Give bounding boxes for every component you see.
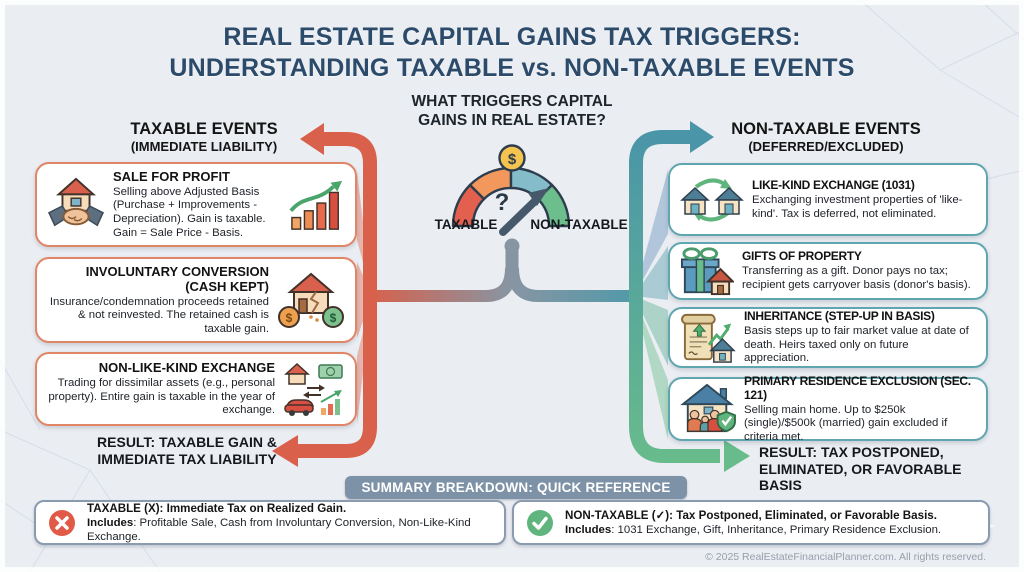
gauge-question-mark: ? <box>495 189 510 216</box>
card-title: INHERITANCE (STEP-UP IN BASIS) <box>744 309 935 324</box>
branch-left <box>366 267 517 302</box>
title-line-2: UNDERSTANDING TAXABLE vs. NON-TAXABLE EV… <box>169 54 855 82</box>
title-line-1: REAL ESTATE CAPITAL GAINS TAX TRIGGERS: <box>223 23 801 51</box>
check-circle-icon <box>526 509 554 537</box>
non-taxable-arrow-top <box>690 121 714 153</box>
non-taxable-result-line-2: ELIMINATED, OR FAVORABLE BASIS <box>759 460 962 494</box>
dollar-coin-icon <box>498 144 526 172</box>
non-taxable-header-title: NON-TAXABLE EVENTS <box>731 120 921 138</box>
x-circle-icon <box>48 509 76 537</box>
money-bag-dollar: $ <box>286 311 293 325</box>
gauge-needle <box>499 197 539 236</box>
center-question: WHAT TRIGGERS CAPITAL GAINS IN REAL ESTA… <box>362 93 662 130</box>
card-text: INHERITANCE (STEP-UP IN BASIS) Basis ste… <box>744 309 976 366</box>
non-taxable-result-line-1: RESULT: TAX POSTPONED, <box>759 444 944 460</box>
inheritance-scroll-icon <box>680 312 736 364</box>
card-text: INVOLUNTARY CONVERSION (CASH KEPT) Insur… <box>47 264 269 337</box>
summary-taxable-box: TAXABLE (X): Immediate Tax on Realized G… <box>34 500 506 545</box>
money-bag-dollar: $ <box>330 311 337 325</box>
includes-label: Includes <box>565 523 612 536</box>
page-title: REAL ESTATE CAPITAL GAINS TAX TRIGGERS: … <box>0 22 1024 84</box>
summary-non-taxable-box: NON-TAXABLE (✓): Tax Postponed, Eliminat… <box>512 500 990 545</box>
card-body: Insurance/condemnation proceeds retained… <box>49 295 269 335</box>
card-text: LIKE-KIND EXCHANGE (1031) Exchanging inv… <box>752 178 976 221</box>
card-text: SALE FOR PROFIT Selling above Adjusted B… <box>113 169 281 240</box>
taxable-events-header: TAXABLE EVENTS (IMMEDIATE LIABILITY) <box>88 120 320 155</box>
card-text: NON-LIKE-KIND EXCHANGE Trading for dissi… <box>47 360 275 418</box>
coin-dollar-glyph: $ <box>508 151 517 168</box>
card-text: PRIMARY RESIDENCE EXCLUSION (SEC. 121) S… <box>744 374 976 445</box>
card-body: Exchanging investment properties of 'lik… <box>752 193 963 220</box>
summary-non-taxable-includes: Includes: 1031 Exchange, Gift, Inheritan… <box>565 523 941 537</box>
taxable-spine <box>298 132 377 458</box>
non-taxable-header-subtitle: (DEFERRED/EXCLUDED) <box>748 139 904 154</box>
rising-chart-icon <box>289 178 345 232</box>
capital-gains-gauge: $ ? <box>451 144 571 236</box>
card-body: Transferring as a gift. Donor pays no ta… <box>742 265 971 291</box>
card-body: Selling above Adjusted Basis (Purchase +… <box>113 185 266 239</box>
summary-taxable-text: TAXABLE (X): Immediate Tax on Realized G… <box>87 502 492 544</box>
non-taxable-spine <box>629 130 720 463</box>
gauge-needle-head <box>528 188 549 206</box>
card-body: Selling main home. Up to $250k (single)/… <box>744 403 948 443</box>
branch-right <box>507 267 640 302</box>
non-taxable-arrow-bottom <box>724 440 750 472</box>
card-sale-for-profit: SALE FOR PROFIT Selling above Adjusted B… <box>35 162 357 247</box>
card-text: GIFTS OF PROPERTY Transferring as a gift… <box>742 249 976 292</box>
handshake-house-icon <box>47 176 105 234</box>
like-kind-houses-icon <box>680 174 744 226</box>
card-title: INVOLUNTARY CONVERSION (CASH KEPT) <box>85 263 269 294</box>
summary-taxable-includes: Includes: Profitable Sale, Cash from Inv… <box>87 516 492 544</box>
gauge-label-non-taxable: NON-TAXABLE <box>530 217 628 232</box>
summary-non-taxable-text: NON-TAXABLE (✓): Tax Postponed, Eliminat… <box>565 509 941 537</box>
non-taxable-result: RESULT: TAX POSTPONED, ELIMINATED, OR FA… <box>759 444 979 494</box>
taxable-result-line-1: RESULT: TAXABLE GAIN & <box>97 434 277 450</box>
summary-taxable-headline: TAXABLE (X): Immediate Tax on Realized G… <box>87 501 347 515</box>
includes-text: : Profitable Sale, Cash from Involuntary… <box>87 516 471 543</box>
card-gifts-of-property: GIFTS OF PROPERTY Transferring as a gift… <box>668 242 988 300</box>
card-title: NON-LIKE-KIND EXCHANGE <box>98 360 275 376</box>
card-involuntary-conversion: INVOLUNTARY CONVERSION (CASH KEPT) Insur… <box>35 257 357 343</box>
non-taxable-events-header: NON-TAXABLE EVENTS (DEFERRED/EXCLUDED) <box>710 120 942 155</box>
card-primary-residence-exclusion: PRIMARY RESIDENCE EXCLUSION (SEC. 121) S… <box>668 374 988 443</box>
card-title: PRIMARY RESIDENCE EXCLUSION (SEC. 121) <box>744 373 971 402</box>
asset-swap-icon <box>283 362 345 416</box>
summary-non-taxable-headline: NON-TAXABLE (✓): Tax Postponed, Eliminat… <box>565 508 937 522</box>
gauge-label-taxable: TAXABLE <box>434 217 498 232</box>
copyright-notice: © 2025 RealEstateFinancialPlanner.com. A… <box>705 551 986 563</box>
damaged-house-money-icon: $ $ <box>277 272 345 328</box>
card-inheritance: INHERITANCE (STEP-UP IN BASIS) Basis ste… <box>668 307 988 368</box>
center-question-line-2: GAINS IN REAL ESTATE? <box>418 111 606 129</box>
center-question-line-1: WHAT TRIGGERS CAPITAL <box>411 93 613 110</box>
taxable-result: RESULT: TAXABLE GAIN & IMMEDIATE TAX LIA… <box>92 434 282 467</box>
card-title: SALE FOR PROFIT <box>113 168 230 184</box>
taxable-header-subtitle: (IMMEDIATE LIABILITY) <box>130 139 278 154</box>
taxable-arrow-top <box>300 123 324 155</box>
summary-band: SUMMARY BREAKDOWN: QUICK REFERENCE <box>345 476 687 499</box>
card-body: Trading for dissimilar assets (e.g., per… <box>48 377 275 417</box>
includes-text: : 1031 Exchange, Gift, Inheritance, Prim… <box>611 523 942 536</box>
card-title: GIFTS OF PROPERTY <box>742 249 862 264</box>
gift-box-house-icon <box>680 245 736 297</box>
card-non-like-kind-exchange: NON-LIKE-KIND EXCHANGE Trading for dissi… <box>35 352 357 426</box>
family-home-shield-icon <box>680 383 736 435</box>
taxable-header-title: TAXABLE EVENTS <box>130 120 278 138</box>
card-body: Basis steps up to fair market value at d… <box>744 325 969 365</box>
card-title: LIKE-KIND EXCHANGE (1031) <box>752 177 915 192</box>
card-like-kind-exchange: LIKE-KIND EXCHANGE (1031) Exchanging inv… <box>668 163 988 236</box>
includes-label: Includes <box>87 516 134 529</box>
taxable-arrow-bottom <box>272 435 298 467</box>
taxable-result-line-2: IMMEDIATE TAX LIABILITY <box>97 450 277 467</box>
